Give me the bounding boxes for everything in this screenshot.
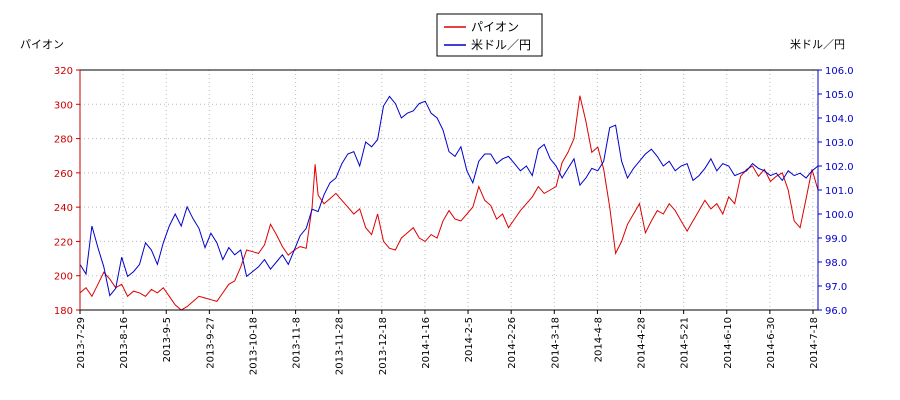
y-right-label: 米ドル／円 xyxy=(790,38,845,51)
left-tick-label: 300 xyxy=(54,100,73,111)
right-tick-label: 105.0 xyxy=(825,90,854,101)
left-tick-label: 280 xyxy=(54,135,73,146)
x-tick-label: 2013-9-27 xyxy=(205,317,216,369)
left-tick-label: 180 xyxy=(54,306,73,317)
x-axis-ticks: 2013-7-29 2013-8-16 2013-9-5 2013-9-27 2013-… xyxy=(76,310,820,375)
x-tick-label: 2013-11-28 xyxy=(335,317,346,375)
x-tick-label: 2013-10-18 xyxy=(248,317,259,375)
left-tick-label: 200 xyxy=(54,272,73,283)
right-tick-label: 97.0 xyxy=(825,282,847,293)
x-tick-label: 2014-2-26 xyxy=(507,317,518,369)
right-tick-label: 99.0 xyxy=(825,234,847,245)
left-tick-label: 320 xyxy=(54,66,73,77)
x-tick-label: 2014-3-18 xyxy=(550,317,561,369)
legend-label-pion: パイオン xyxy=(471,20,519,34)
right-tick-label: 96.0 xyxy=(825,306,847,317)
x-tick-label: 2013-12-18 xyxy=(378,317,389,375)
right-tick-label: 106.0 xyxy=(825,66,854,77)
x-tick-label: 2014-4-28 xyxy=(637,317,648,369)
x-tick-label: 2014-4-8 xyxy=(593,317,604,362)
x-tick-label: 2014-2-5 xyxy=(464,317,475,362)
legend-label-usdjpy: 米ドル／円 xyxy=(471,38,531,52)
right-tick-label: 103.0 xyxy=(825,138,854,149)
x-tick-label: 2013-7-29 xyxy=(76,317,87,369)
x-tick-label: 2013-11-8 xyxy=(292,317,303,369)
legend-box xyxy=(436,13,543,57)
left-axis-ticks: 180 200 220 240 260 280 300 320 xyxy=(54,66,80,317)
plot-frame xyxy=(79,69,819,311)
x-tick-label: 2014-6-10 xyxy=(723,317,734,369)
y-left-label: パイオン xyxy=(20,38,64,51)
series-lines xyxy=(79,95,819,311)
legend: パイオン 米ドル／円 xyxy=(436,13,543,57)
right-tick-label: 104.0 xyxy=(825,114,854,125)
x-tick-label: 2014-6-30 xyxy=(766,317,777,369)
grid xyxy=(79,69,818,311)
left-tick-label: 260 xyxy=(54,169,73,180)
x-tick-label: 2014-7-18 xyxy=(809,317,820,369)
x-tick-label: 2013-8-16 xyxy=(119,317,130,369)
right-tick-label: 101.0 xyxy=(825,186,854,197)
series-line-pion xyxy=(79,95,819,311)
right-tick-label: 102.0 xyxy=(825,162,854,173)
series-line-usdjpy xyxy=(79,95,819,297)
left-tick-label: 220 xyxy=(54,237,73,248)
x-tick-label: 2014-5-21 xyxy=(680,317,691,369)
right-axis-ticks: 96.0 97.0 98.0 99.0 100.0 101.0 102.0 103.0 104.… xyxy=(818,66,854,317)
x-tick-label: 2013-9-5 xyxy=(162,317,173,362)
x-tick-label: 2014-1-16 xyxy=(421,317,432,369)
left-tick-label: 240 xyxy=(54,203,73,214)
right-tick-label: 100.0 xyxy=(825,210,854,221)
right-tick-label: 98.0 xyxy=(825,258,847,269)
